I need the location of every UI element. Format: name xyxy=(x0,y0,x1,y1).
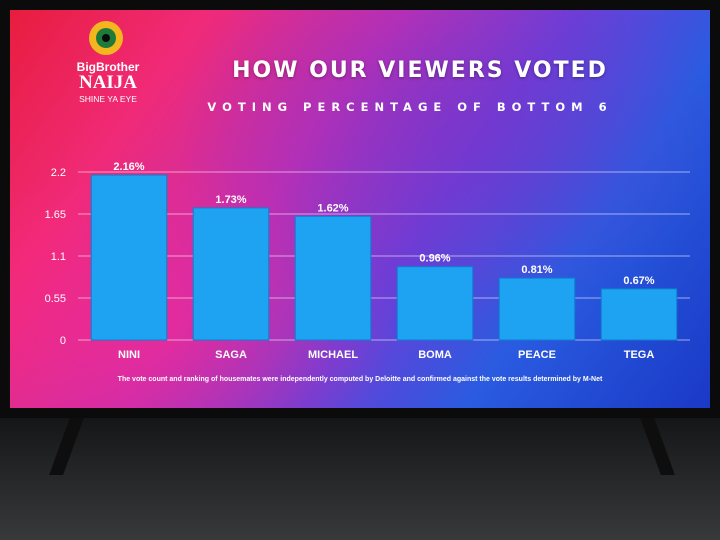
chart-title: HOW OUR VIEWERS VOTED xyxy=(232,58,608,83)
y-tick-label: 1.65 xyxy=(45,209,66,221)
data-label: 0.81% xyxy=(521,264,552,276)
x-tick-label: SAGA xyxy=(215,349,247,361)
chart-subtitle: VOTING PERCENTAGE OF BOTTOM 6 xyxy=(207,100,613,114)
tv-screen: BigBrother NAIJA SHINE YA EYE HOW OUR VI… xyxy=(10,10,710,408)
bar-chart: 0 0.55 1.1 1.65 2.2 2.16% NINI 1.73% SAGA 1.62% MI… xyxy=(45,161,690,361)
bar xyxy=(600,288,678,341)
y-tick-label: 2.2 xyxy=(51,167,66,179)
bar xyxy=(90,174,168,341)
tv-bezel: BigBrother NAIJA SHINE YA EYE HOW OUR VI… xyxy=(0,0,720,418)
data-label: 2.16% xyxy=(113,161,144,173)
x-tick-label: NINI xyxy=(118,349,140,361)
logo-brand-line1: BigBrother xyxy=(77,60,140,74)
bar xyxy=(396,266,474,341)
footnote: The vote count and ranking of housemates… xyxy=(117,376,603,383)
x-tick-label: TEGA xyxy=(624,349,655,361)
data-label: 0.67% xyxy=(623,275,654,287)
logo-tagline: SHINE YA EYE xyxy=(79,94,137,104)
y-tick-label: 0.55 xyxy=(45,293,66,305)
logo-brand-line2: NAIJA xyxy=(79,72,137,93)
x-tick-label: PEACE xyxy=(518,349,556,361)
x-tick-label: MICHAEL xyxy=(308,349,358,361)
show-logo: BigBrother NAIJA SHINE YA EYE xyxy=(77,21,140,104)
data-label: 0.96% xyxy=(419,253,450,265)
y-tick-label: 0 xyxy=(60,335,66,347)
bar xyxy=(294,215,372,341)
x-tick-label: BOMA xyxy=(418,349,452,361)
bar xyxy=(498,277,576,341)
data-label: 1.62% xyxy=(317,202,348,214)
y-tick-label: 1.1 xyxy=(51,251,66,263)
bar xyxy=(192,207,270,341)
tv-stand-surface xyxy=(0,418,720,540)
data-label: 1.73% xyxy=(215,194,246,206)
